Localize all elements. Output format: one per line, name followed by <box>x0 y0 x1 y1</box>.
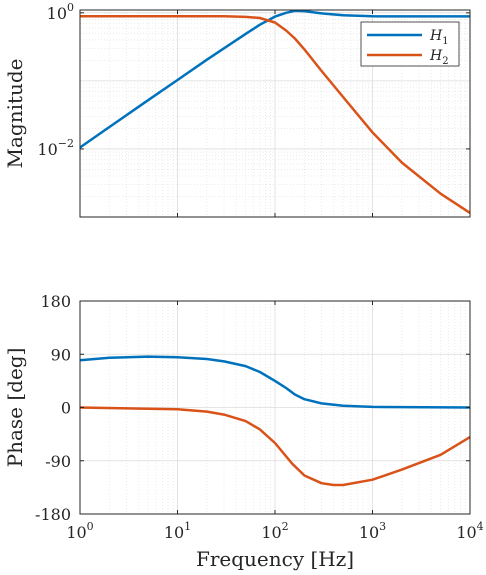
y-tick-label: 90 <box>51 345 71 364</box>
legend-box <box>360 21 460 67</box>
x-tick-label: 103 <box>359 520 386 542</box>
series-line-1 <box>79 355 471 409</box>
x-tick-label: 101 <box>164 520 191 542</box>
y-tick-label: -90 <box>45 452 71 471</box>
y-axis-label: Phase [deg] <box>3 348 27 468</box>
legend-label-h1: H1 <box>429 28 449 47</box>
y-axis-label: Magnitude <box>3 58 27 168</box>
series-group <box>79 355 471 487</box>
y-tick-label: 100 <box>47 1 74 23</box>
x-tick-label: 104 <box>456 520 483 542</box>
legend-label-h2: H2 <box>429 48 449 67</box>
series-line-2 <box>79 406 471 487</box>
x-tick-label: 100 <box>66 520 93 542</box>
y-tick-label: -180 <box>35 505 71 524</box>
series-line-h1 <box>79 9 470 149</box>
x-axis-label: Frequency [Hz] <box>196 547 354 571</box>
tick-marks <box>79 300 471 515</box>
y-tick-label: 180 <box>40 292 71 311</box>
tick-marks <box>79 10 471 217</box>
series-line-h2 <box>80 15 471 214</box>
x-tick-label: 102 <box>261 520 288 542</box>
y-tick-label: 10−2 <box>37 137 74 159</box>
y-tick-label: 0 <box>61 399 71 418</box>
series-group <box>79 9 471 214</box>
